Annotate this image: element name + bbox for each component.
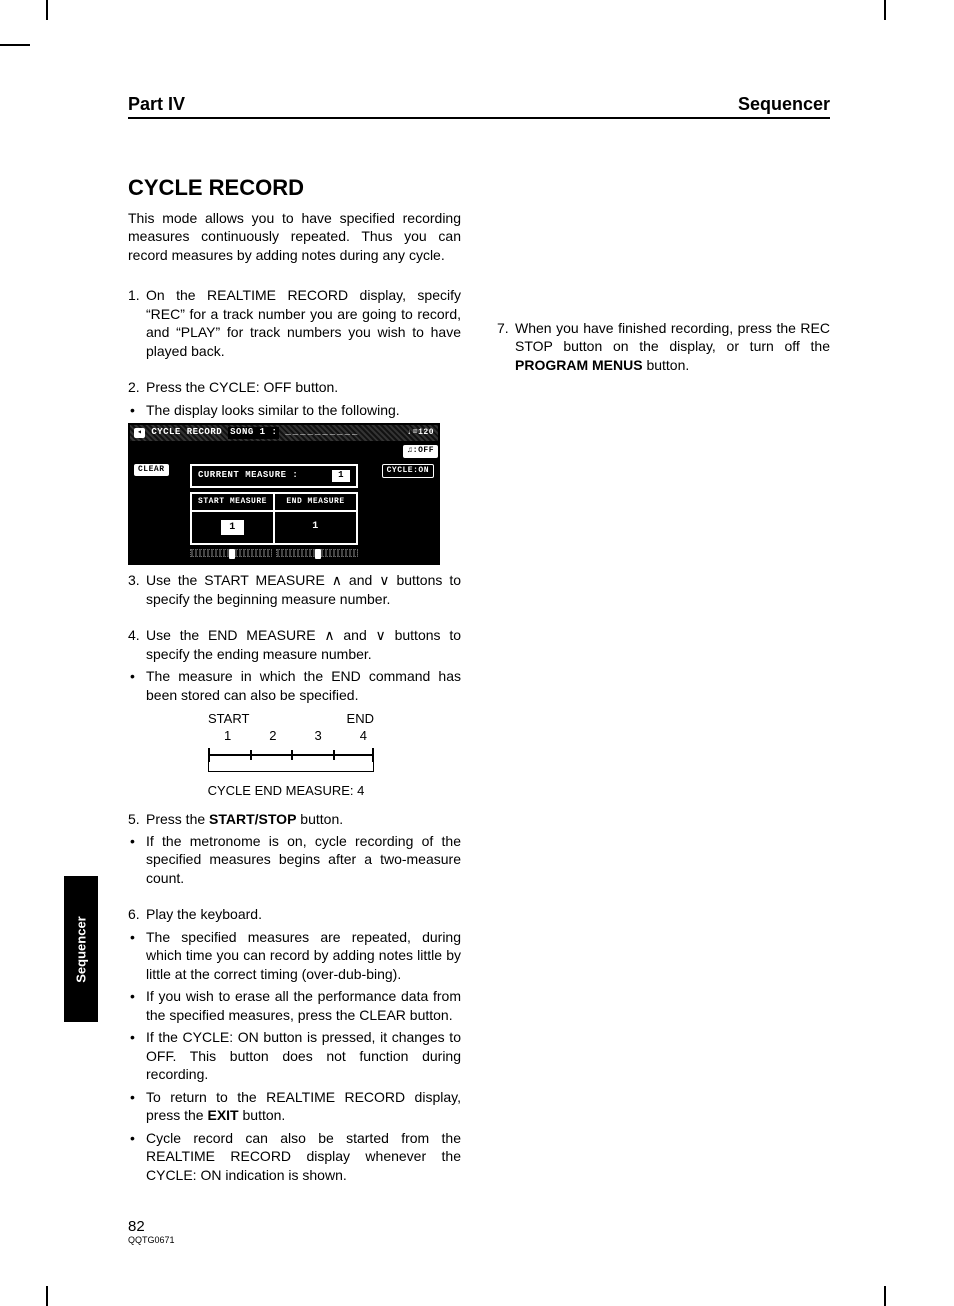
lcd-title-text: CYCLE RECORD <box>151 427 222 439</box>
page-number: 82 <box>128 1218 175 1235</box>
lcd-current-measure: CURRENT MEASURE : 1 <box>190 464 358 488</box>
lcd-song-label: SONG 1 : <box>228 427 279 439</box>
bullet-text: To return to the REALTIME RECORD display… <box>146 1088 461 1125</box>
lcd-current-label: CURRENT MEASURE : <box>198 470 298 482</box>
step-6-bullet-2: • If you wish to erase all the performan… <box>128 987 461 1024</box>
step-text: Use the START MEASURE ∧ and ∨ buttons to… <box>146 571 461 608</box>
bullet-icon: • <box>128 928 146 983</box>
bullet-text: The display looks similar to the followi… <box>146 401 461 419</box>
up-icon: ∧ <box>324 627 334 643</box>
step-text: Use the END MEASURE ∧ and ∨ buttons to s… <box>146 626 461 663</box>
bullet-text: If you wish to erase all the performance… <box>146 987 461 1024</box>
lcd-start-value: 1 <box>191 511 274 544</box>
step-5: 5. Press the START/STOP button. <box>128 810 461 828</box>
step-number: 1. <box>128 286 146 360</box>
step-number: 5. <box>128 810 146 828</box>
lcd-back-icon: ◂ <box>134 428 145 439</box>
step-6-bullet-3: • If the CYCLE: ON button is pressed, it… <box>128 1028 461 1083</box>
bullet-icon: • <box>128 1028 146 1083</box>
diagram-num: 4 <box>360 727 367 744</box>
running-header: Part IV Sequencer <box>128 94 830 119</box>
lcd-screenshot: ◂ CYCLE RECORD SONG 1 : __________ ♩=120… <box>128 423 440 565</box>
bullet-icon: • <box>128 1129 146 1184</box>
step-6: 6. Play the keyboard. <box>128 905 461 923</box>
step-4-bullet: • The measure in which the END command h… <box>128 667 461 704</box>
side-tab-sequencer: Sequencer <box>64 876 98 1022</box>
step-1: 1. On the REALTIME RECORD display, speci… <box>128 286 461 360</box>
lcd-start-header: START MEASURE <box>191 493 274 512</box>
step-text: When you have finished recording, press … <box>515 319 830 374</box>
step-text: On the REALTIME RECORD display, specify … <box>146 286 461 360</box>
bullet-icon: • <box>128 987 146 1024</box>
step-2-bullet: • The display looks similar to the follo… <box>128 401 461 419</box>
step-number: 4. <box>128 626 146 663</box>
lcd-end-value: 1 <box>274 511 357 544</box>
step-number: 3. <box>128 571 146 608</box>
lcd-measure-grid: START MEASURE END MEASURE 1 1 <box>190 492 358 546</box>
step-number: 7. <box>497 319 515 374</box>
down-icon: ∨ <box>379 572 389 588</box>
page-footer: 82 QQTG0671 <box>128 1218 175 1245</box>
right-column: 7. When you have finished recording, pre… <box>497 209 830 1184</box>
intro-paragraph: This mode allows you to have specified r… <box>128 209 461 264</box>
lcd-current-value: 1 <box>332 470 350 482</box>
diagram-num: 2 <box>269 727 276 744</box>
step-5-bullet: • If the metronome is on, cycle recordin… <box>128 832 461 887</box>
step-6-bullet-1: • The specified measures are repeated, d… <box>128 928 461 983</box>
step-text: Press the START/STOP button. <box>146 810 461 828</box>
diagram-caption: CYCLE END MEASURE: 4 <box>146 782 426 799</box>
lcd-note-off-button: ♫:OFF <box>403 445 438 458</box>
step-number: 6. <box>128 905 146 923</box>
step-6-bullet-5: • Cycle record can also be started from … <box>128 1129 461 1184</box>
step-4: 4. Use the END MEASURE ∧ and ∨ buttons t… <box>128 626 461 663</box>
diagram-end-label: END <box>347 710 374 727</box>
cycle-diagram: START END 1 2 3 4 CY <box>146 710 426 799</box>
bullet-text: If the CYCLE: ON button is pressed, it c… <box>146 1028 461 1083</box>
step-2: 2. Press the CYCLE: OFF button. <box>128 378 461 396</box>
step-text: Press the CYCLE: OFF button. <box>146 378 461 396</box>
diagram-start-label: START <box>208 710 249 727</box>
lcd-song-name: __________ <box>285 427 401 439</box>
up-icon: ∧ <box>332 572 342 588</box>
bullet-text: Cycle record can also be started from th… <box>146 1129 461 1184</box>
lcd-end-slider <box>276 549 358 557</box>
diagram-num: 3 <box>314 727 321 744</box>
bullet-icon: • <box>128 832 146 887</box>
step-3: 3. Use the START MEASURE ∧ and ∨ buttons… <box>128 571 461 608</box>
left-column: This mode allows you to have specified r… <box>128 209 461 1184</box>
doc-code: QQTG0671 <box>128 1235 175 1245</box>
lcd-tempo: ♩=120 <box>407 428 434 439</box>
step-6-bullet-4: • To return to the REALTIME RECORD displ… <box>128 1088 461 1125</box>
page-body: Part IV Sequencer CYCLE RECORD This mode… <box>128 94 830 1184</box>
diagram-num: 1 <box>224 727 231 744</box>
step-number: 2. <box>128 378 146 396</box>
step-text: Play the keyboard. <box>146 905 461 923</box>
bullet-text: If the metronome is on, cycle recording … <box>146 832 461 887</box>
lcd-cycle-button: CYCLE:ON <box>382 464 434 479</box>
section-title: CYCLE RECORD <box>128 175 830 201</box>
lcd-start-slider <box>190 549 272 557</box>
bullet-icon: • <box>128 667 146 704</box>
bullet-text: The measure in which the END command has… <box>146 667 461 704</box>
side-tab-label: Sequencer <box>74 916 89 982</box>
header-right: Sequencer <box>738 94 830 115</box>
lcd-titlebar: ◂ CYCLE RECORD SONG 1 : __________ ♩=120 <box>130 425 438 441</box>
bullet-icon: • <box>128 1088 146 1125</box>
diagram-timeline <box>208 746 374 772</box>
header-left: Part IV <box>128 94 185 115</box>
step-7: 7. When you have finished recording, pre… <box>497 319 830 374</box>
lcd-clear-button: CLEAR <box>134 464 169 477</box>
lcd-end-header: END MEASURE <box>274 493 357 512</box>
bullet-text: The specified measures are repeated, dur… <box>146 928 461 983</box>
down-icon: ∨ <box>376 627 386 643</box>
bullet-icon: • <box>128 401 146 419</box>
